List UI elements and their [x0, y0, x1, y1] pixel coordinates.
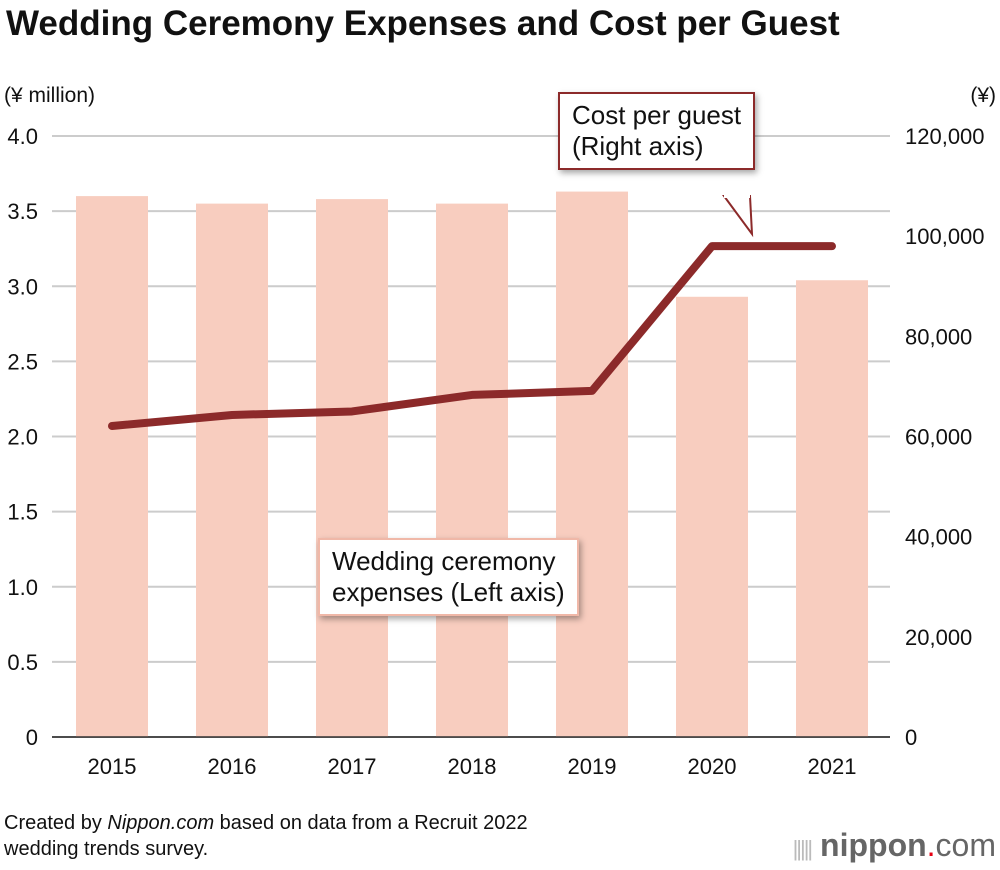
- left-tick-label: 0: [26, 725, 38, 750]
- right-tick-label: 120,000: [905, 124, 985, 149]
- source-line2: wedding trends survey.: [4, 838, 209, 860]
- logo-tld: com: [935, 827, 996, 863]
- left-tick-label: 0.5: [7, 650, 38, 675]
- bar-2017: [316, 199, 388, 738]
- left-tick-label: 2.0: [7, 425, 38, 450]
- source-note: Created by Nippon.com based on data from…: [4, 810, 528, 862]
- left-axis-unit: (¥ million): [4, 84, 96, 107]
- bar-2021: [796, 280, 868, 737]
- bar-2020: [676, 296, 748, 737]
- bar-2018: [436, 203, 508, 738]
- source-suffix: based on data from a Recruit 2022: [214, 812, 528, 834]
- right-tick-label: 0: [905, 725, 917, 750]
- callout-line-1: Cost per guest: [572, 100, 742, 130]
- nippon-logo: ||||| nippon.com: [793, 827, 996, 864]
- right-tick-label: 20,000: [905, 625, 972, 650]
- bar-2016: [196, 203, 268, 738]
- left-tick-label: 2.5: [7, 349, 38, 374]
- x-tick-label: 2019: [568, 754, 617, 779]
- chart-title: Wedding Ceremony Expenses and Cost per G…: [6, 4, 840, 43]
- logo-bars-icon: |||||: [792, 836, 814, 861]
- right-tick-label: 60,000: [905, 425, 972, 450]
- callout-line-2: (Right axis): [572, 131, 704, 161]
- x-tick-label: 2018: [448, 754, 497, 779]
- source-prefix: Created by: [4, 812, 108, 834]
- left-tick-label: 1.0: [7, 575, 38, 600]
- source-site: Nippon.com: [107, 812, 215, 834]
- logo-dot: .: [926, 827, 936, 863]
- left-tick-label: 1.5: [7, 500, 38, 525]
- logo-name: nippon: [820, 827, 927, 863]
- right-tick-label: 80,000: [905, 324, 972, 349]
- left-tick-label: 3.0: [7, 274, 38, 299]
- right-tick-label: 100,000: [905, 224, 985, 249]
- right-tick-label: 40,000: [905, 525, 972, 550]
- bar-2015: [76, 196, 148, 738]
- callout-line-1: Wedding ceremony: [332, 546, 556, 576]
- x-tick-label: 2020: [688, 754, 737, 779]
- x-tick-label: 2017: [328, 754, 377, 779]
- x-tick-label: 2015: [88, 754, 137, 779]
- right-axis-unit: (¥): [970, 84, 996, 107]
- left-tick-label: 4.0: [7, 124, 38, 149]
- left-tick-label: 3.5: [7, 199, 38, 224]
- bar-series-callout: Wedding ceremony expenses (Left axis): [318, 538, 579, 616]
- callout-line-2: expenses (Left axis): [332, 577, 565, 607]
- line-series-callout: Cost per guest (Right axis): [558, 92, 756, 170]
- bar-2019: [556, 191, 628, 737]
- x-tick-label: 2016: [208, 754, 257, 779]
- x-tick-label: 2021: [808, 754, 857, 779]
